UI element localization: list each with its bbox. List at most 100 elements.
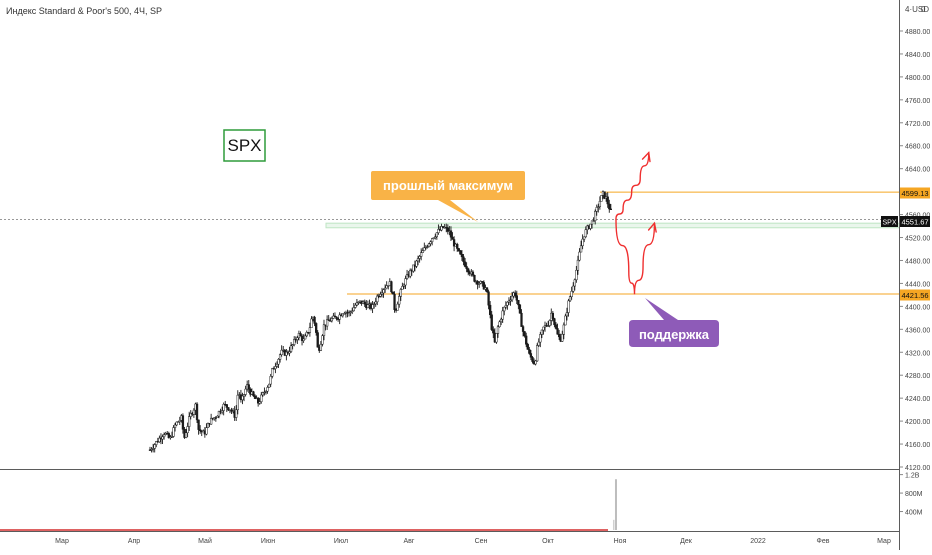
candle-body	[554, 324, 558, 329]
support-price-label: 4421.56	[901, 291, 928, 300]
candle	[385, 281, 388, 289]
candle-body	[167, 433, 170, 439]
candle	[401, 282, 404, 290]
candle-body	[158, 437, 161, 443]
candle	[390, 280, 393, 294]
time-axis[interactable]: Мар Апр Май Июн Июл Авг Сен Окт Ноя Дек 2022 Фев Мар	[55, 537, 891, 545]
candle-body	[380, 292, 384, 295]
callout-support[interactable]	[629, 298, 719, 347]
candle-body	[199, 429, 202, 432]
time-tick-label: Мар	[55, 538, 69, 545]
candle-body	[225, 404, 228, 408]
candle-body	[518, 304, 522, 314]
resistance-price-tag[interactable]: 4599.13	[900, 187, 930, 199]
candle-body	[296, 337, 299, 340]
candle	[567, 298, 570, 317]
candle	[510, 291, 514, 303]
candle	[351, 307, 354, 315]
price-axis[interactable]: 4120.00 4160.00 4200.00 4240.00 4280.00 4320.…	[900, 29, 930, 472]
time-tick-label: Май	[198, 537, 212, 545]
candle-body	[520, 312, 523, 327]
candle-body	[188, 416, 191, 427]
candle	[189, 410, 192, 420]
candle	[177, 421, 180, 423]
candle-body	[576, 259, 580, 271]
candle-body	[398, 296, 401, 305]
candle-body	[499, 318, 503, 323]
candle	[518, 303, 522, 314]
candle	[595, 204, 598, 216]
resistance-price-label: 4599.13	[901, 189, 928, 198]
candle-body	[404, 278, 407, 286]
callout-support-text: поддержка	[639, 327, 710, 342]
candle	[573, 278, 576, 291]
candle-body	[352, 307, 355, 312]
candle-body	[584, 229, 587, 238]
candle	[300, 334, 304, 346]
candle	[308, 322, 312, 337]
candle	[167, 431, 170, 439]
candle-body	[155, 441, 158, 445]
candle	[170, 431, 174, 438]
candle	[173, 422, 177, 432]
candle	[293, 336, 296, 347]
candle-body	[418, 256, 421, 259]
candle	[382, 288, 385, 298]
candle	[418, 254, 421, 263]
support-price-tag[interactable]: 4421.56	[900, 289, 930, 301]
candle-body	[594, 211, 597, 221]
candle-body	[416, 258, 420, 262]
candle	[606, 192, 609, 208]
candle-body	[172, 427, 175, 437]
last-price-tag[interactable]: SPX 4551.67	[881, 216, 930, 227]
price-tick-label: 4640.00	[905, 167, 930, 174]
candle	[498, 320, 501, 328]
candle	[267, 383, 271, 388]
candle	[462, 254, 465, 266]
candle	[253, 394, 257, 399]
candle-body	[192, 409, 196, 415]
candle	[568, 295, 572, 303]
candle	[608, 199, 611, 213]
candle	[514, 290, 517, 298]
currency-dot: 0	[921, 5, 926, 14]
candle	[181, 413, 185, 434]
symbol-box[interactable]	[223, 129, 266, 162]
candle	[589, 223, 592, 231]
candle-body	[471, 271, 475, 276]
candle-body	[278, 354, 282, 360]
candle	[529, 349, 533, 361]
candle	[244, 385, 247, 397]
candle	[581, 234, 584, 250]
price-tick-label: 4360.00	[905, 327, 930, 334]
candle-body	[333, 315, 337, 318]
price-tick-label: 4520.00	[905, 236, 930, 243]
candle	[310, 316, 313, 328]
candle-body	[485, 287, 489, 293]
candle-body	[609, 208, 612, 211]
candle-body	[514, 292, 517, 296]
candle-body	[583, 236, 586, 240]
candle-body	[488, 304, 492, 316]
candle-body	[557, 333, 561, 338]
candle-body	[561, 334, 564, 342]
candle-body	[575, 269, 578, 281]
callout-previous-max-text: прошлый максимум	[383, 178, 513, 193]
callout-previous-max[interactable]	[371, 171, 525, 222]
candle-body	[482, 282, 486, 290]
candle	[432, 237, 435, 240]
candle	[299, 331, 302, 337]
candle	[534, 359, 537, 366]
volume-tick-label: 1.2B	[905, 473, 920, 480]
candle-body	[437, 229, 440, 233]
candle-body	[184, 432, 188, 438]
candle	[258, 397, 261, 405]
candle	[556, 323, 559, 335]
candle	[578, 248, 581, 262]
candle	[247, 380, 250, 393]
price-tick-label: 4320.00	[905, 350, 930, 357]
candle-body	[355, 302, 359, 306]
candle	[338, 312, 341, 325]
